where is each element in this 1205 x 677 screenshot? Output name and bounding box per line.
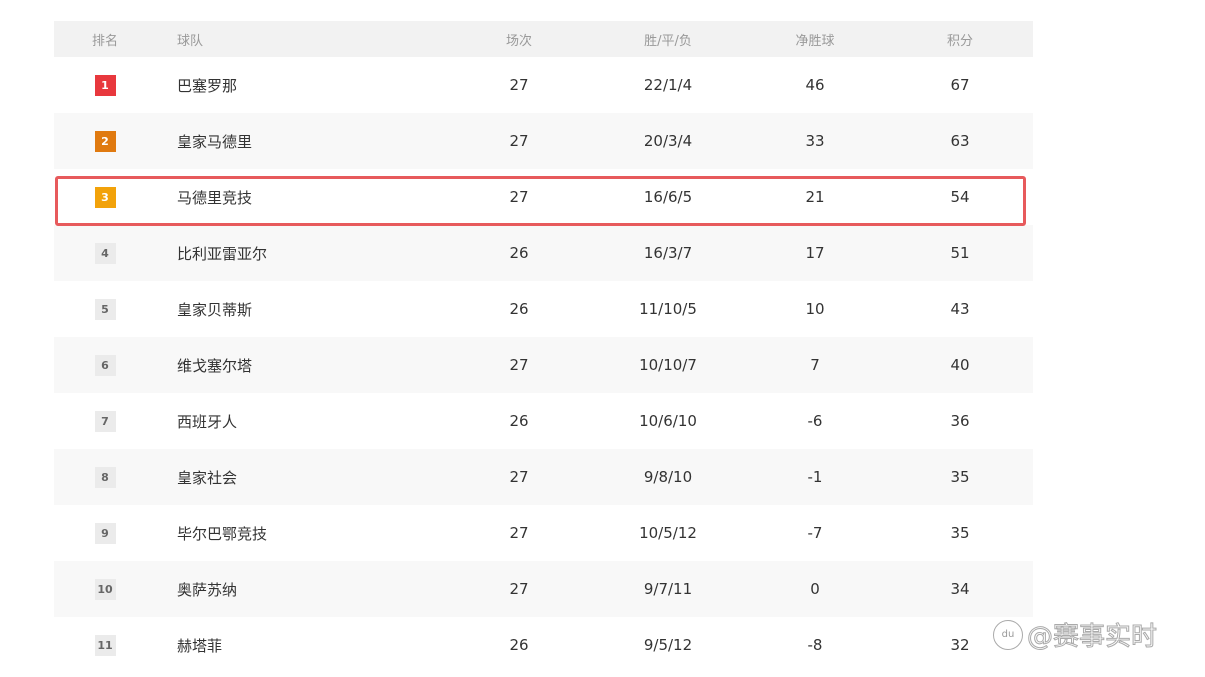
table-row[interactable]: 11 赫塔菲 26 9/5/12 -8 32	[54, 617, 1033, 673]
team-name[interactable]: 毕尔巴鄂竞技	[177, 524, 268, 543]
table-header: 排名 球队 场次 胜/平/负 净胜球 积分	[54, 21, 1033, 57]
table-row[interactable]: 5 皇家贝蒂斯 26 11/10/5 10 43	[54, 281, 1033, 337]
team-name[interactable]: 奥萨苏纳	[177, 580, 238, 599]
rank-badge: 5	[94, 298, 116, 320]
record: 16/6/5	[643, 188, 693, 206]
record: 10/6/10	[639, 412, 697, 430]
record: 10/10/7	[639, 356, 697, 374]
points: 63	[950, 132, 970, 150]
rank-badge: 2	[94, 130, 116, 152]
team-name[interactable]: 皇家马德里	[177, 132, 253, 151]
header-played: 场次	[505, 33, 532, 49]
rank-badge: 8	[94, 466, 116, 488]
table-row[interactable]: 7 西班牙人 26 10/6/10 -6 36	[54, 393, 1033, 449]
goal-difference: 10	[805, 300, 825, 318]
points: 34	[950, 580, 970, 598]
record: 11/10/5	[639, 300, 697, 318]
points: 67	[950, 76, 970, 94]
played: 27	[509, 356, 529, 374]
goal-difference: 33	[805, 132, 825, 150]
played: 27	[509, 132, 529, 150]
rank-badge: 6	[94, 354, 116, 376]
team-name[interactable]: 西班牙人	[177, 412, 238, 431]
team-name[interactable]: 皇家社会	[177, 468, 238, 487]
record: 9/8/10	[643, 468, 693, 486]
rank-badge: 11	[94, 634, 116, 656]
baidu-paw-icon: du	[993, 619, 1023, 650]
table-row[interactable]: 4 比利亚雷亚尔 26 16/3/7 17 51	[54, 225, 1033, 281]
header-rank: 排名	[91, 33, 118, 49]
rank-badge: 4	[94, 242, 116, 264]
header-points: 积分	[946, 33, 973, 49]
points: 32	[950, 636, 970, 654]
points: 35	[950, 468, 970, 486]
table-row[interactable]: 6 维戈塞尔塔 27 10/10/7 7 40	[54, 337, 1033, 393]
team-name[interactable]: 赫塔菲	[177, 636, 223, 655]
rank-badge: 7	[94, 410, 116, 432]
goal-difference: 46	[805, 76, 825, 94]
goal-difference: 0	[810, 580, 820, 598]
played: 26	[509, 244, 529, 262]
table-row[interactable]: 1 巴塞罗那 27 22/1/4 46 67	[54, 57, 1033, 113]
rank-badge: 3	[94, 186, 116, 208]
played: 27	[509, 188, 529, 206]
record: 10/5/12	[639, 524, 697, 542]
goal-difference: 7	[810, 356, 820, 374]
rank-badge: 1	[94, 74, 116, 96]
goal-difference: -1	[807, 468, 823, 486]
points: 35	[950, 524, 970, 542]
played: 26	[509, 300, 529, 318]
team-name[interactable]: 马德里竞技	[177, 188, 253, 207]
header-goal-difference: 净胜球	[795, 33, 835, 49]
team-name[interactable]: 维戈塞尔塔	[177, 356, 253, 375]
table-row[interactable]: 2 皇家马德里 27 20/3/4 33 63	[54, 113, 1033, 169]
record: 16/3/7	[643, 244, 693, 262]
team-name[interactable]: 比利亚雷亚尔	[177, 244, 268, 263]
watermark-text: @赛事实时	[1026, 622, 1158, 653]
record: 9/7/11	[643, 580, 693, 598]
rank-badge: 10	[94, 578, 116, 600]
team-name[interactable]: 皇家贝蒂斯	[177, 300, 253, 319]
goal-difference: 21	[805, 188, 825, 206]
goal-difference: -6	[807, 412, 823, 430]
rank-badge: 9	[94, 522, 116, 544]
watermark: du @赛事实时	[993, 616, 1158, 653]
goal-difference: 17	[805, 244, 825, 262]
record: 9/5/12	[643, 636, 693, 654]
points: 43	[950, 300, 970, 318]
table-row[interactable]: 3 马德里竞技 27 16/6/5 21 54	[54, 169, 1033, 225]
points: 36	[950, 412, 970, 430]
played: 26	[509, 412, 529, 430]
goal-difference: -8	[807, 636, 823, 654]
goal-difference: -7	[807, 524, 823, 542]
table-row[interactable]: 9 毕尔巴鄂竞技 27 10/5/12 -7 35	[54, 505, 1033, 561]
points: 51	[950, 244, 970, 262]
played: 27	[509, 524, 529, 542]
header-team: 球队	[177, 33, 204, 49]
table-row[interactable]: 8 皇家社会 27 9/8/10 -1 35	[54, 449, 1033, 505]
standings-table: 排名 球队 场次 胜/平/负 净胜球 积分 1 巴塞罗那 27 22/1/4 4…	[54, 21, 1033, 673]
played: 26	[509, 636, 529, 654]
team-name[interactable]: 巴塞罗那	[177, 76, 238, 95]
points: 40	[950, 356, 970, 374]
points: 54	[950, 188, 970, 206]
played: 27	[509, 468, 529, 486]
played: 27	[509, 580, 529, 598]
record: 20/3/4	[643, 132, 693, 150]
header-record: 胜/平/负	[644, 33, 692, 49]
record: 22/1/4	[643, 76, 693, 94]
played: 27	[509, 76, 529, 94]
table-row[interactable]: 10 奥萨苏纳 27 9/7/11 0 34	[54, 561, 1033, 617]
